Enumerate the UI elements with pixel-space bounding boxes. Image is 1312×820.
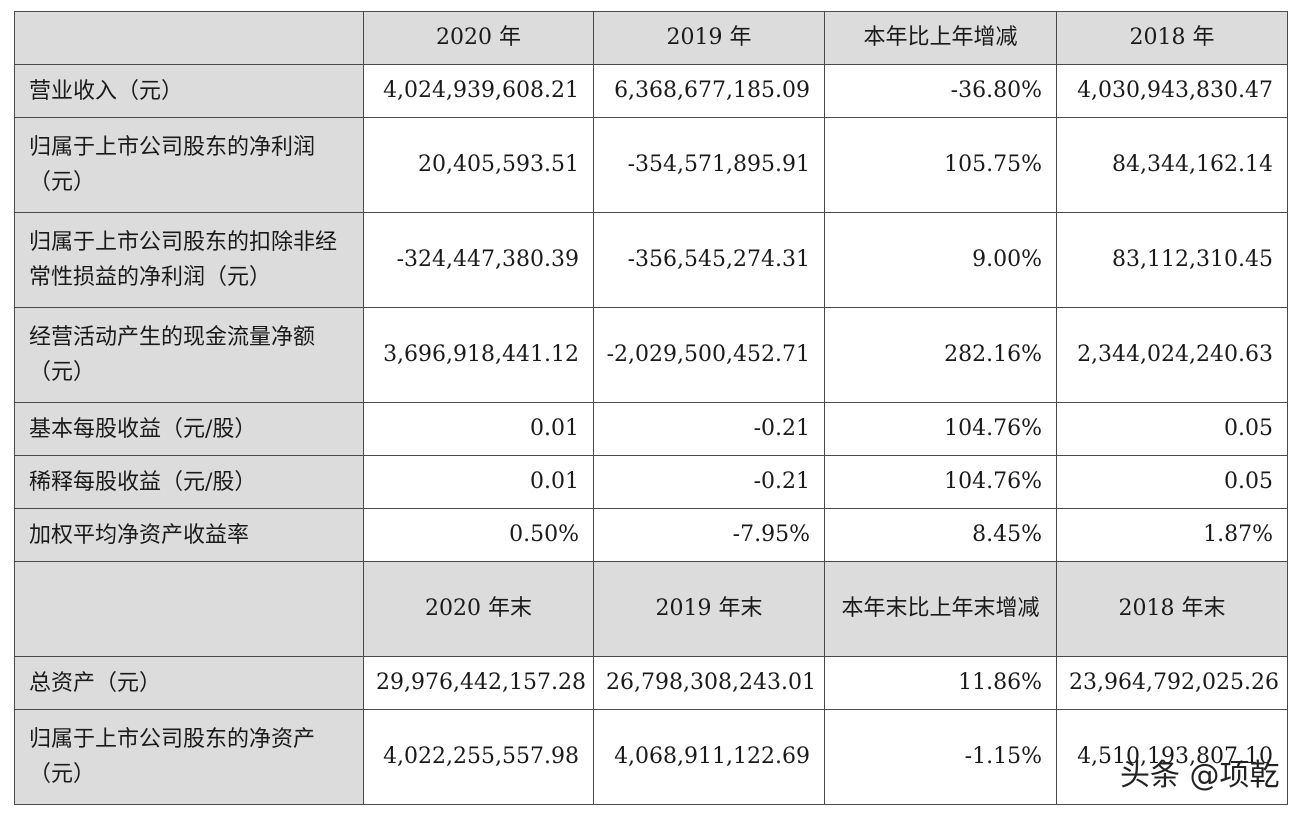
value-2018: 0.05: [1056, 455, 1288, 509]
table-row-weighted-roe: 加权平均净资产收益率 0.50% -7.95% 8.45% 1.87%: [14, 508, 1288, 562]
table-row-net-profit-excl-nonrecurring: 归属于上市公司股东的扣除非经常性损益的净利润（元） -324,447,380.3…: [14, 212, 1288, 308]
table-row-net-assets: 归属于上市公司股东的净资产（元） 4,022,255,557.98 4,068,…: [14, 709, 1288, 805]
header-blank-cell: [14, 561, 364, 657]
value-change: 105.75%: [824, 117, 1057, 213]
watermark-text: 头条 @项乾: [1120, 758, 1280, 793]
header-year-end-change: 本年末比上年末增减: [824, 561, 1057, 657]
value-change: 9.00%: [824, 212, 1057, 308]
value-2019: -2,029,500,452.71: [593, 307, 825, 403]
header-2019-year-end: 2019 年末: [593, 561, 825, 657]
value-2019: -7.95%: [593, 508, 825, 562]
header-2019: 2019 年: [593, 11, 825, 65]
row-label: 加权平均净资产收益率: [14, 508, 364, 562]
value-2020: 29,976,442,157.28: [363, 656, 594, 710]
value-2020: -324,447,380.39: [363, 212, 594, 308]
value-2018: 1.87%: [1056, 508, 1288, 562]
value-2019: -356,545,274.31: [593, 212, 825, 308]
value-2020: 0.01: [363, 402, 594, 456]
row-label: 稀释每股收益（元/股）: [14, 455, 364, 509]
header-2018-year-end: 2018 年末: [1056, 561, 1288, 657]
row-label: 经营活动产生的现金流量净额（元）: [14, 307, 364, 403]
value-change: 11.86%: [824, 656, 1057, 710]
header-row-year-end: 2020 年末 2019 年末 本年末比上年末增减 2018 年末: [14, 561, 1288, 657]
value-2018: 0.05: [1056, 402, 1288, 456]
value-2018: 84,344,162.14: [1056, 117, 1288, 213]
value-2020: 4,022,255,557.98: [363, 709, 594, 805]
financial-summary-table: 2020 年 2019 年 本年比上年增减 2018 年 营业收入（元） 4,0…: [14, 11, 1288, 805]
row-label: 基本每股收益（元/股）: [14, 402, 364, 456]
value-change: 282.16%: [824, 307, 1057, 403]
table-row-total-assets: 总资产（元） 29,976,442,157.28 26,798,308,243.…: [14, 656, 1288, 710]
table-row-operating-cash-flow: 经营活动产生的现金流量净额（元） 3,696,918,441.12 -2,029…: [14, 307, 1288, 403]
table-row-basic-eps: 基本每股收益（元/股） 0.01 -0.21 104.76% 0.05: [14, 402, 1288, 456]
value-2020: 4,024,939,608.21: [363, 64, 594, 118]
value-2018: 2,344,024,240.63: [1056, 307, 1288, 403]
value-2018: 83,112,310.45: [1056, 212, 1288, 308]
header-2020: 2020 年: [363, 11, 594, 65]
header-2018: 2018 年: [1056, 11, 1288, 65]
value-change: 8.45%: [824, 508, 1057, 562]
header-yoy-change: 本年比上年增减: [824, 11, 1057, 65]
row-label: 归属于上市公司股东的净资产（元）: [14, 709, 364, 805]
value-2019: 26,798,308,243.01: [593, 656, 825, 710]
value-2020: 0.01: [363, 455, 594, 509]
header-2020-year-end: 2020 年末: [363, 561, 594, 657]
value-2020: 0.50%: [363, 508, 594, 562]
value-change: -1.15%: [824, 709, 1057, 805]
value-2019: -0.21: [593, 402, 825, 456]
value-change: 104.76%: [824, 402, 1057, 456]
header-row-annual: 2020 年 2019 年 本年比上年增减 2018 年: [14, 11, 1288, 65]
table-row-revenue: 营业收入（元） 4,024,939,608.21 6,368,677,185.0…: [14, 64, 1288, 118]
value-2020: 3,696,918,441.12: [363, 307, 594, 403]
value-2018: 4,510,193,807.10: [1056, 709, 1288, 805]
table-row-net-profit: 归属于上市公司股东的净利润（元） 20,405,593.51 -354,571,…: [14, 117, 1288, 213]
header-blank-cell: [14, 11, 364, 65]
value-2019: -0.21: [593, 455, 825, 509]
value-2019: -354,571,895.91: [593, 117, 825, 213]
value-2019: 4,068,911,122.69: [593, 709, 825, 805]
table-row-diluted-eps: 稀释每股收益（元/股） 0.01 -0.21 104.76% 0.05: [14, 455, 1288, 509]
value-change: 104.76%: [824, 455, 1057, 509]
value-2020: 20,405,593.51: [363, 117, 594, 213]
value-2018: 4,030,943,830.47: [1056, 64, 1288, 118]
value-2018: 23,964,792,025.26: [1056, 656, 1288, 710]
row-label: 总资产（元）: [14, 656, 364, 710]
row-label: 归属于上市公司股东的净利润（元）: [14, 117, 364, 213]
row-label: 营业收入（元）: [14, 64, 364, 118]
row-label: 归属于上市公司股东的扣除非经常性损益的净利润（元）: [14, 212, 364, 308]
value-2019: 6,368,677,185.09: [593, 64, 825, 118]
value-change: -36.80%: [824, 64, 1057, 118]
